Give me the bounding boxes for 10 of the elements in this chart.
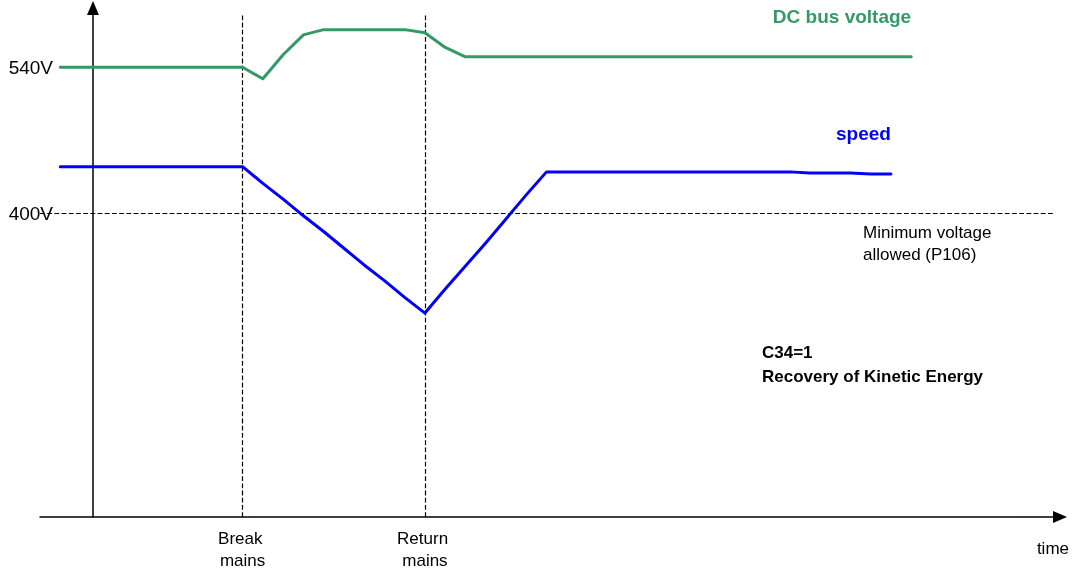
x-tick-label: Break mains [218, 528, 268, 570]
series-label: DC bus voltage [772, 5, 912, 27]
y-tick-label: 540V [8, 56, 54, 78]
y-tick-label: 400V [8, 203, 54, 225]
line-series [58, 28, 913, 81]
x-axis-title: time [1036, 539, 1069, 558]
ref-line-label: Minimum voltage allowed (P106) [863, 223, 997, 265]
annotation: C34=1 Recovery of Kinetic Energy [762, 342, 984, 386]
x-tick-label: Return mains [397, 528, 453, 570]
series-label: speed [836, 122, 891, 144]
